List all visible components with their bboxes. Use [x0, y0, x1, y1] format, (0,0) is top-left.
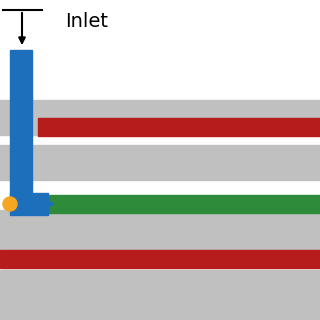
Bar: [0, 210, 320, 250]
Bar: [0, 100, 320, 135]
Bar: [10, 50, 32, 210]
Bar: [38, 195, 320, 213]
Bar: [0, 145, 320, 180]
Bar: [0, 300, 320, 320]
Bar: [0, 250, 320, 268]
Bar: [10, 193, 48, 215]
Bar: [38, 118, 320, 136]
Text: Inlet: Inlet: [65, 12, 108, 31]
Bar: [0, 270, 320, 305]
Circle shape: [3, 197, 17, 211]
